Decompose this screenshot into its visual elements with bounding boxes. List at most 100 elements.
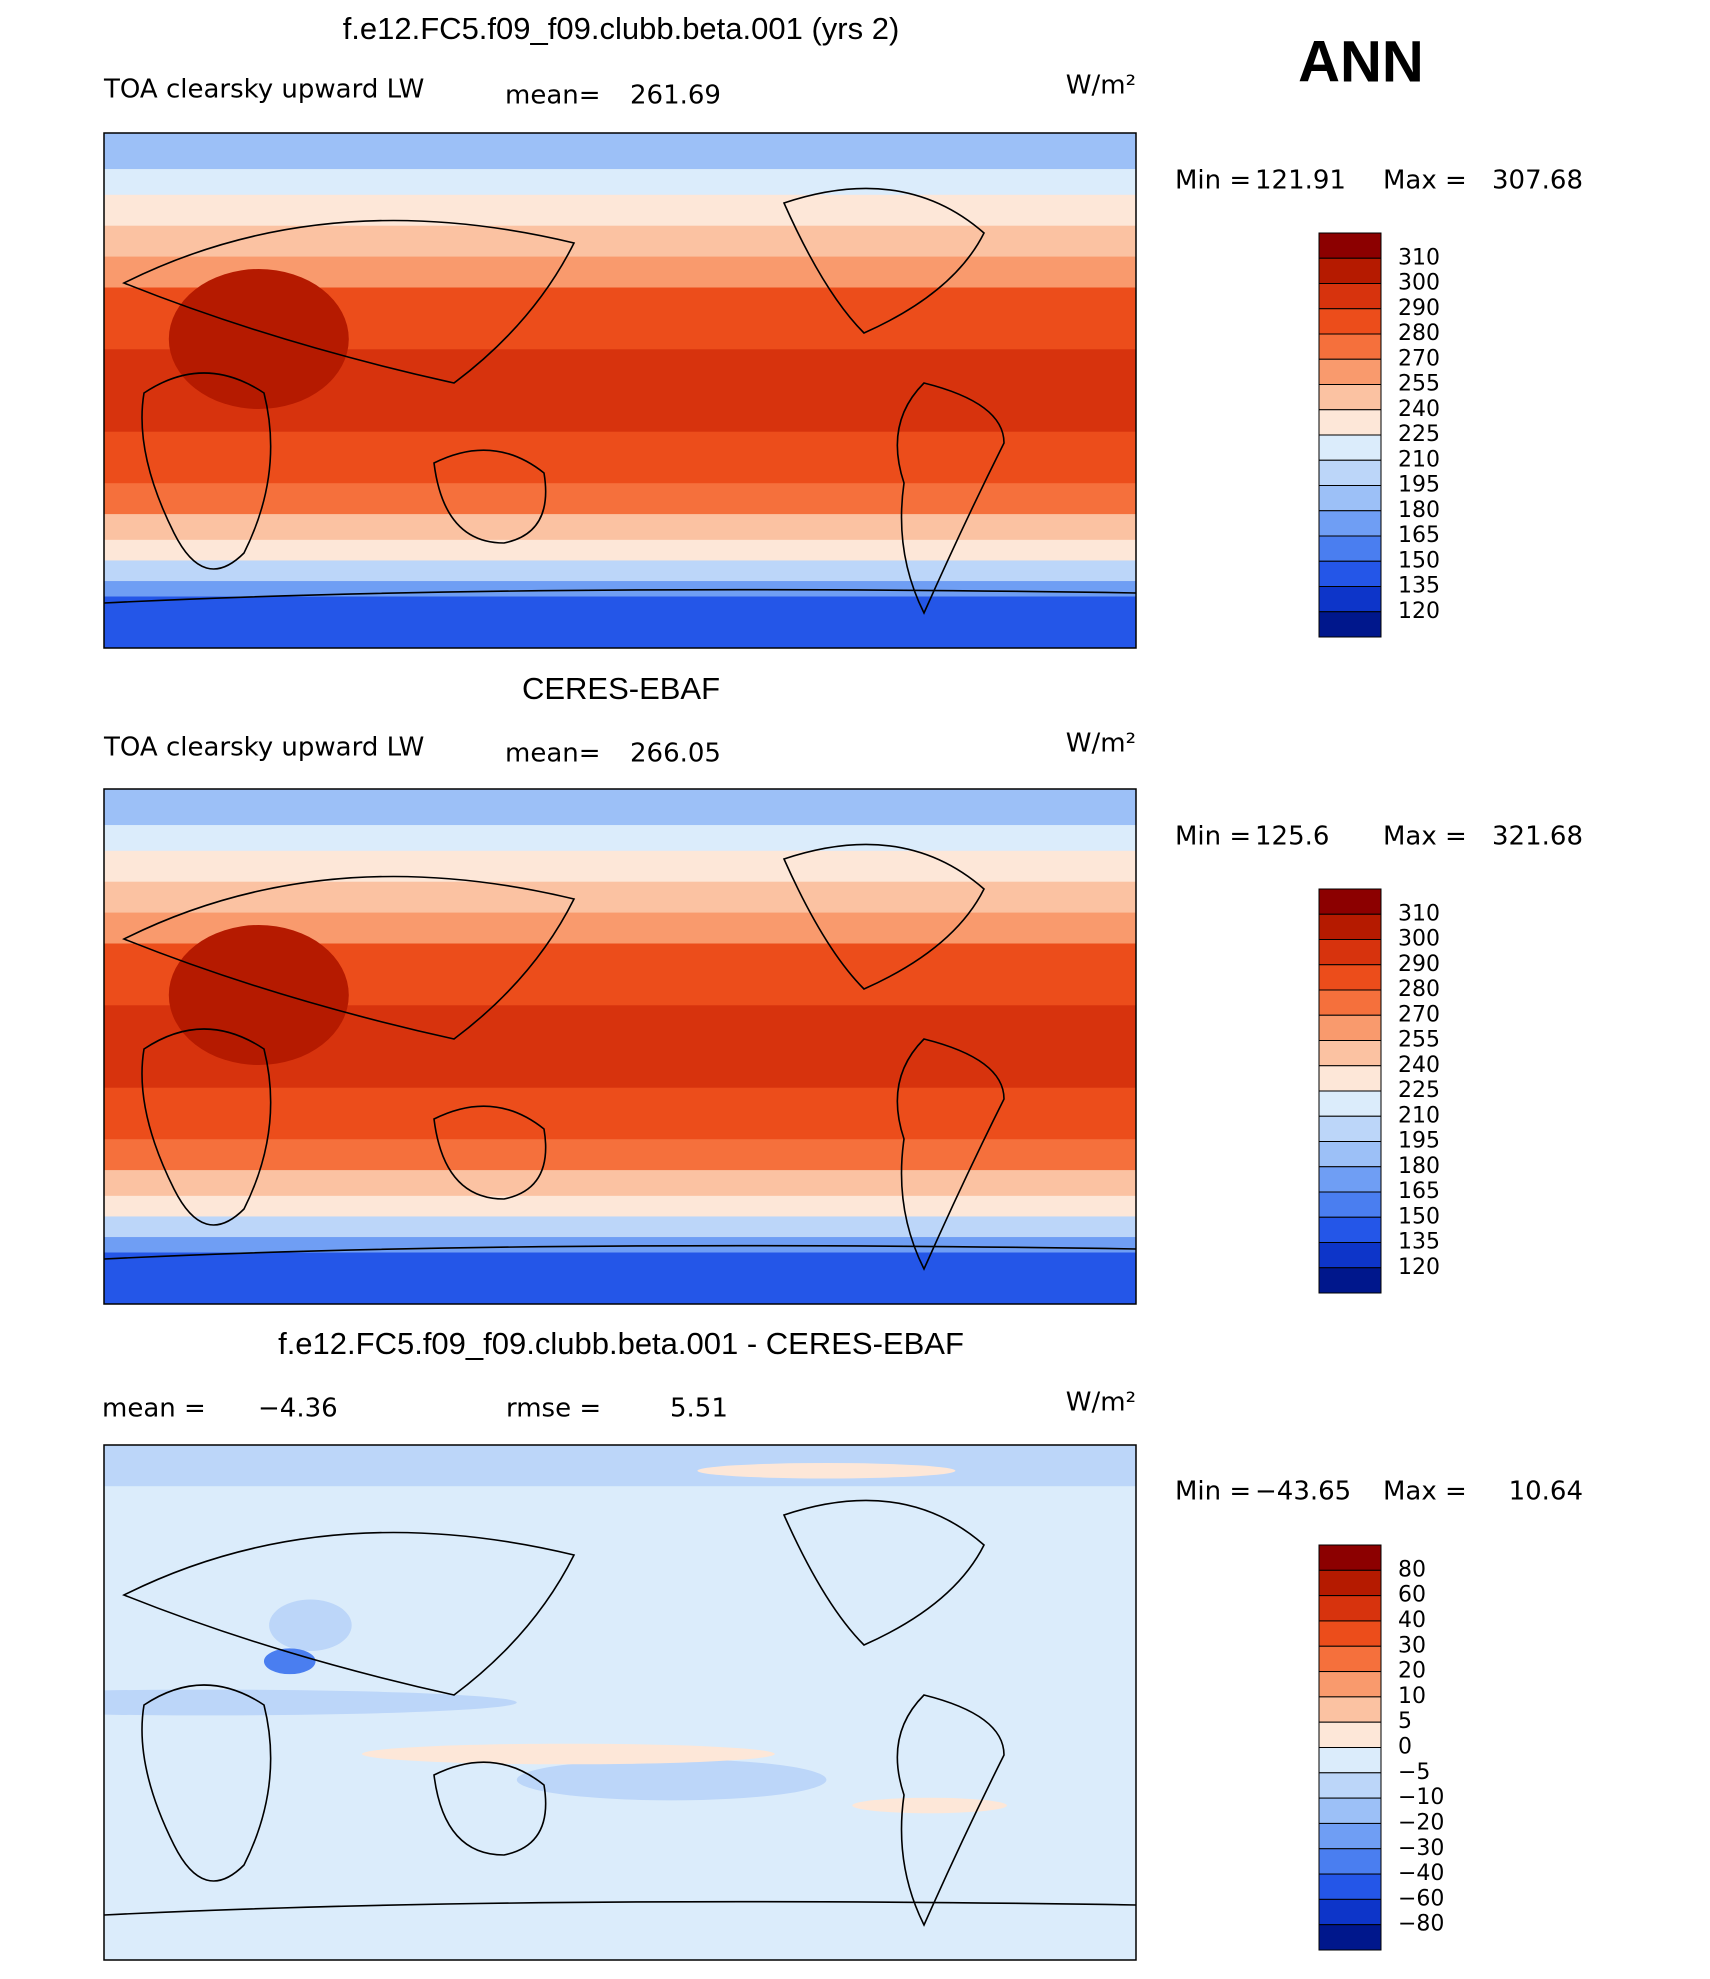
colorbar-box [1318, 1822, 1382, 1850]
contour-band [104, 596, 1136, 648]
colorbar-box [1318, 1267, 1382, 1294]
colorbar-box [1318, 1848, 1382, 1875]
colorbar-box [1318, 1645, 1382, 1673]
mean-value: 261.69 [630, 81, 721, 111]
contour-band [104, 1216, 1136, 1239]
units: W/m² [1066, 1388, 1136, 1418]
panel-title: f.e12.FC5.f09_f09.clubb.beta.001 - CERES… [278, 1326, 964, 1361]
units: W/m² [1066, 71, 1136, 101]
min-value: −43.65 [1255, 1477, 1351, 1507]
map-frame [103, 1444, 1137, 1961]
colorbar-label: 180 [1398, 1154, 1440, 1179]
contour-patch [168, 269, 349, 409]
colorbar-box [1318, 1065, 1382, 1092]
mean-value: −4.36 [258, 1394, 338, 1424]
colorbar-label: 210 [1398, 447, 1440, 472]
max-label: Max = [1383, 1477, 1467, 1507]
colorbar-box [1318, 409, 1382, 436]
variable-name: TOA clearsky upward LW [103, 733, 424, 763]
colorbar-label: 165 [1398, 1179, 1440, 1204]
contour-band [104, 194, 1136, 227]
colorbar-box [1318, 1141, 1382, 1168]
colorbar-label: 310 [1398, 901, 1440, 926]
colorbar-box [1318, 384, 1382, 411]
contour-band [104, 1170, 1136, 1197]
map [104, 789, 1136, 1304]
colorbar-label: 0 [1398, 1735, 1412, 1760]
colorbar-box [1318, 485, 1382, 512]
colorbar-label: 60 [1398, 1583, 1426, 1608]
colorbar-label: 180 [1398, 498, 1440, 523]
colorbar-box [1318, 1797, 1382, 1824]
contour-band [104, 514, 1136, 541]
colorbar-box [1318, 1115, 1382, 1142]
colorbar-box [1318, 1216, 1382, 1243]
colorbar-box [1318, 257, 1382, 284]
coastline [104, 1499, 1136, 1927]
colorbar-box [1318, 913, 1382, 940]
panel-title: f.e12.FC5.f09_f09.clubb.beta.001 (yrs 2) [343, 11, 900, 46]
colorbar-box [1318, 586, 1382, 613]
mean-label: mean= [505, 739, 601, 769]
colorbar-box [1318, 308, 1382, 335]
colorbar-label: 10 [1398, 1684, 1426, 1709]
colorbar-label: 270 [1398, 346, 1440, 371]
colorbar-label: 255 [1398, 372, 1440, 397]
season-label: ANN [1298, 29, 1424, 94]
units: W/m² [1066, 729, 1136, 759]
contour-band [104, 1445, 1136, 1488]
mean-label: mean = [102, 1394, 206, 1424]
map-frame [103, 132, 1137, 649]
colorbar-box [1318, 1671, 1382, 1698]
colorbar-label: 280 [1398, 977, 1440, 1002]
colorbar-box [1318, 1242, 1382, 1269]
colorbar-box [1318, 1620, 1382, 1647]
colorbar-label: 290 [1398, 952, 1440, 977]
colorbar-box [1318, 232, 1382, 259]
colorbar-box [1318, 560, 1382, 587]
colorbar-box [1318, 1721, 1382, 1748]
variable-name: TOA clearsky upward LW [103, 75, 424, 105]
colorbar-label: 240 [1398, 397, 1440, 422]
max-label: Max = [1383, 166, 1467, 196]
colorbar-label: 290 [1398, 296, 1440, 321]
colorbar-label: 135 [1398, 1230, 1440, 1255]
contour-band [104, 850, 1136, 883]
coastline [104, 843, 1136, 1271]
colorbar-box [1318, 1696, 1382, 1723]
contour-band [104, 825, 1136, 852]
contour-patch [516, 1759, 827, 1801]
map [104, 1445, 1136, 1960]
rmse-value: 5.51 [670, 1394, 728, 1424]
contour-patch [168, 925, 349, 1065]
colorbar-box [1318, 283, 1382, 310]
colorbar-label: 210 [1398, 1103, 1440, 1128]
coastline [104, 187, 1136, 615]
colorbar-box [1318, 1569, 1382, 1597]
colorbar-box [1318, 1544, 1382, 1571]
colorbar-label: −60 [1398, 1886, 1444, 1911]
contour-band [104, 1252, 1136, 1304]
colorbar-label: 270 [1398, 1002, 1440, 1027]
max-value: 10.64 [1509, 1477, 1583, 1507]
max-value: 307.68 [1492, 166, 1583, 196]
contour-band [104, 169, 1136, 196]
min-value: 121.91 [1255, 166, 1346, 196]
min-label: Min = [1175, 166, 1251, 196]
map [104, 133, 1136, 648]
contour-band [104, 483, 1136, 516]
contour-patch [362, 1743, 775, 1765]
colorbar-box [1318, 1090, 1382, 1117]
colorbar-label: 225 [1398, 1078, 1440, 1103]
min-label: Min = [1175, 822, 1251, 852]
contour-band [104, 1195, 1136, 1218]
colorbar-label: 300 [1398, 927, 1440, 952]
colorbar-label: 195 [1398, 1129, 1440, 1154]
colorbar-box [1318, 964, 1382, 991]
colorbar-box [1318, 535, 1382, 562]
colorbar-box [1318, 434, 1382, 461]
colorbar-label: 5 [1398, 1709, 1412, 1734]
colorbar-box [1318, 1040, 1382, 1067]
rmse-label: rmse = [506, 1394, 601, 1424]
colorbar-box [1318, 611, 1382, 638]
